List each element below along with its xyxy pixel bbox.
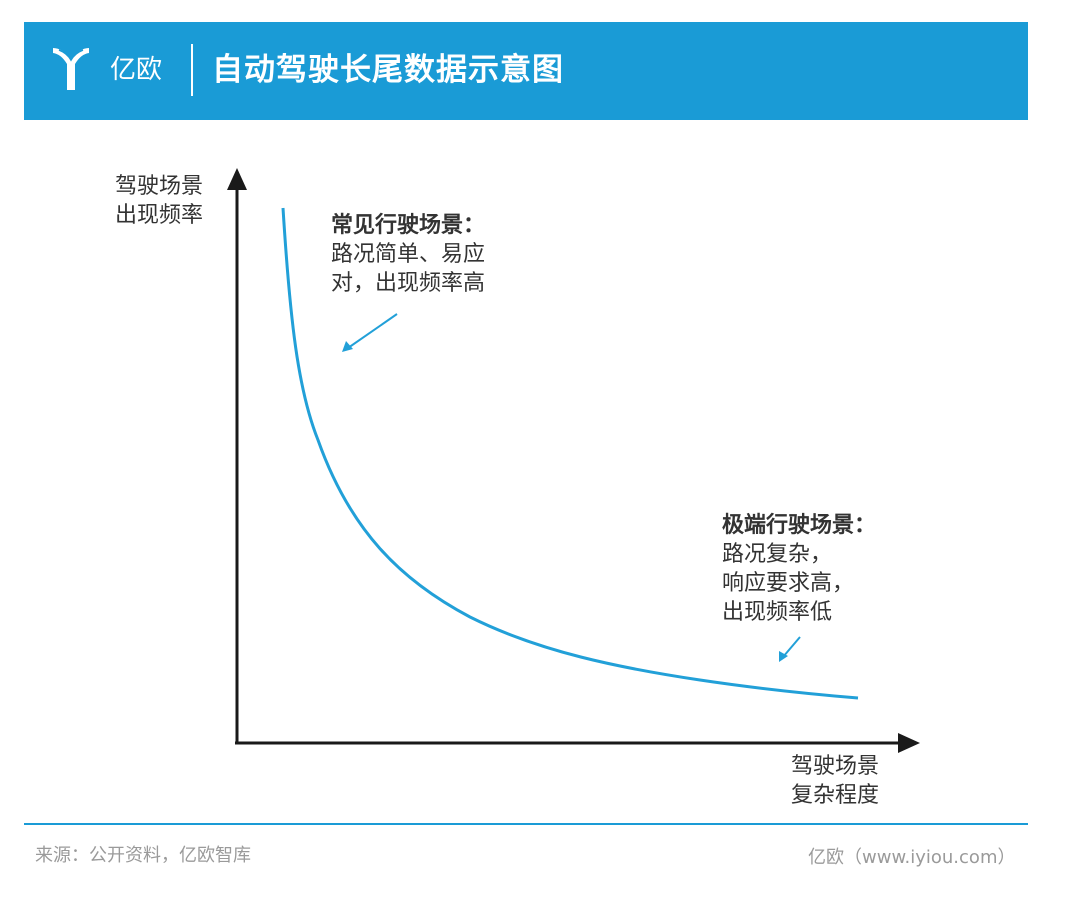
common-scene-line: 路况简单、易应 bbox=[331, 242, 486, 267]
y-axis-label-line: 驾驶场景 bbox=[115, 174, 204, 199]
extreme-scene-annotation: 极端行驶场景： 路况复杂， 响应要求高， 出现频率低 bbox=[722, 511, 922, 627]
brand-credit: 亿欧（www.iyiou.com） bbox=[808, 847, 1016, 868]
header-banner: 亿欧 自动驾驶长尾数据示意图 bbox=[24, 22, 1028, 120]
logo-text: 亿欧 bbox=[110, 55, 163, 85]
long-tail-curve bbox=[281, 207, 859, 700]
y-axis-arrowhead bbox=[227, 168, 247, 190]
y-axis-label: 驾驶场景 出现频率 bbox=[115, 172, 225, 230]
yiou-logo-icon bbox=[53, 48, 89, 90]
extreme-scene-line: 路况复杂， bbox=[722, 542, 833, 567]
x-axis-arrowhead bbox=[898, 733, 920, 753]
extreme-scene-line: 出现频率低 bbox=[722, 600, 833, 625]
common-scene-annotation: 常见行驶场景： 路况简单、易应 对，出现频率高 bbox=[331, 211, 531, 298]
extreme-scene-arrow bbox=[779, 636, 801, 662]
common-scene-heading: 常见行驶场景： bbox=[331, 213, 486, 238]
x-axis-label-line: 复杂程度 bbox=[791, 783, 880, 808]
y-axis-label-line: 出现频率 bbox=[115, 203, 204, 228]
header-divider bbox=[191, 44, 193, 96]
extreme-scene-line: 响应要求高， bbox=[722, 571, 855, 596]
x-axis-label: 驾驶场景 复杂程度 bbox=[791, 752, 901, 810]
x-axis-label-line: 驾驶场景 bbox=[791, 754, 880, 779]
common-scene-arrow bbox=[342, 313, 398, 352]
common-scene-line: 对，出现频率高 bbox=[331, 271, 486, 296]
footer-divider bbox=[24, 823, 1028, 825]
page-title: 自动驾驶长尾数据示意图 bbox=[212, 52, 564, 88]
extreme-scene-heading: 极端行驶场景： bbox=[722, 513, 877, 538]
source-note: 来源：公开资料，亿欧智库 bbox=[35, 845, 251, 866]
